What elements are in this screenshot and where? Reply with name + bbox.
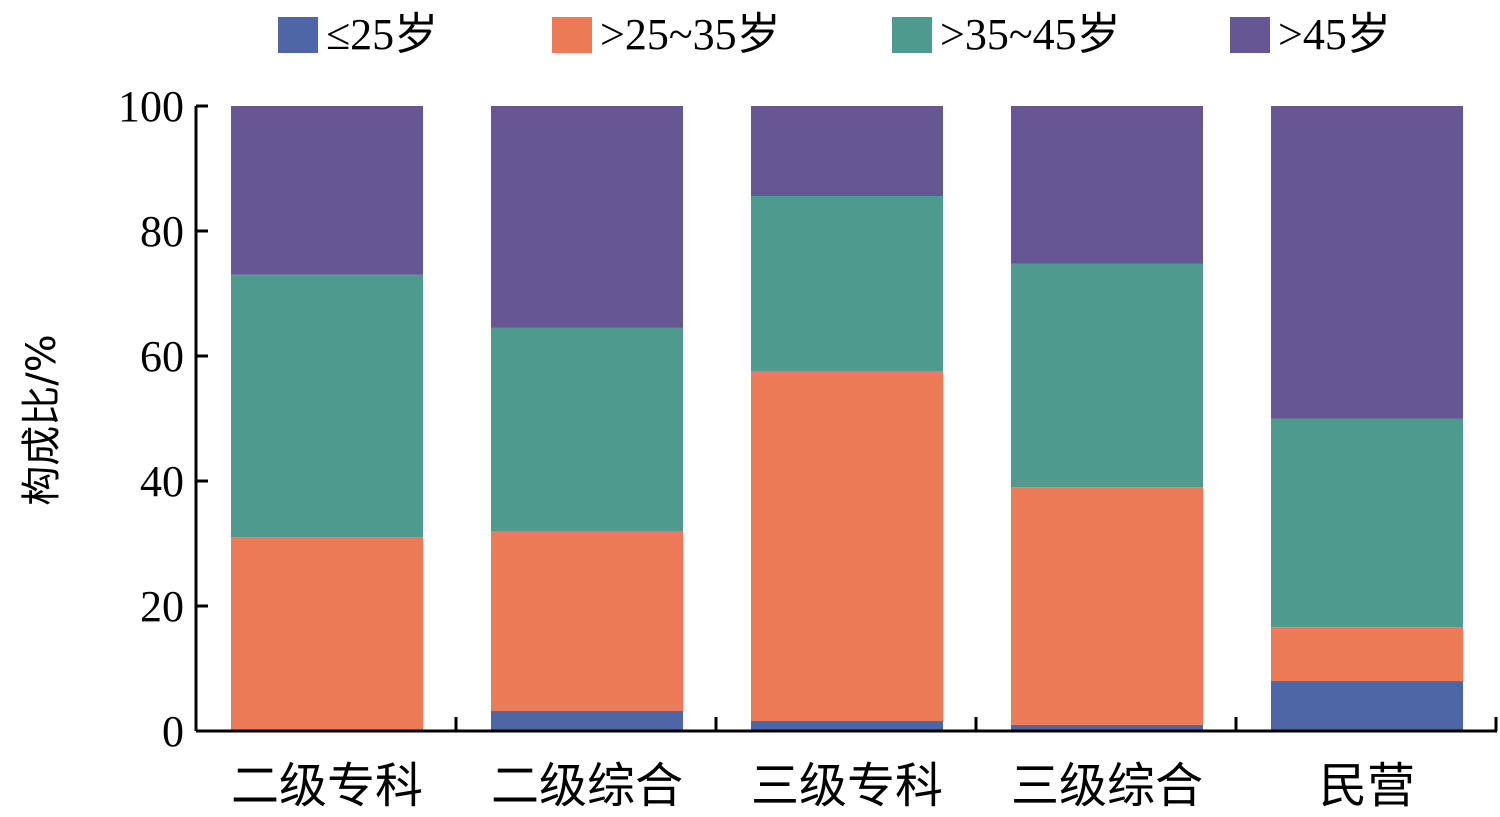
legend-swatch	[892, 17, 932, 53]
bar-segment	[751, 196, 943, 371]
y-tick-label: 60	[140, 332, 184, 381]
bar-segment	[1011, 106, 1203, 264]
legend-label: ≤25岁	[326, 10, 439, 59]
bar-segment	[231, 106, 423, 275]
bar-segment	[751, 106, 943, 196]
bar-segment	[1011, 487, 1203, 725]
legend-swatch	[278, 17, 318, 53]
bar-segment	[1271, 418, 1463, 628]
legend-item: ≤25岁	[278, 10, 438, 60]
bar-segment	[491, 531, 683, 711]
legend-item: >35~45岁	[892, 10, 1121, 60]
legend-label: >35~45岁	[940, 10, 1121, 59]
y-tick-label: 40	[140, 457, 184, 506]
bar-segment	[1271, 627, 1463, 682]
legend-item: >25~35岁	[552, 10, 781, 60]
x-tick-label: 三级综合	[1011, 758, 1203, 814]
bar-segment	[491, 711, 683, 731]
legend-label: >25~35岁	[600, 10, 781, 59]
y-tick-label: 80	[140, 207, 184, 256]
legend-swatch	[1230, 17, 1270, 53]
bar-segment	[751, 371, 943, 721]
x-tick-label: 二级综合	[491, 758, 683, 814]
bar-segment	[231, 274, 423, 538]
legend: ≤25岁 >25~35岁 >35~45岁 >45岁	[0, 10, 1500, 60]
bar-segment	[751, 721, 943, 731]
bar-segment	[491, 106, 683, 328]
bar-segment	[1011, 724, 1203, 732]
y-tick-label: 100	[118, 82, 184, 131]
x-tick-label: 二级专科	[231, 758, 423, 814]
x-tick-label: 三级专科	[751, 758, 943, 814]
x-tick-label: 民营	[1319, 758, 1415, 814]
bar-segment	[1271, 106, 1463, 419]
legend-swatch	[552, 17, 592, 53]
bar-segment	[1271, 681, 1463, 731]
legend-item: >45岁	[1230, 10, 1391, 60]
bar-segment	[491, 327, 683, 531]
y-tick-label: 0	[162, 707, 184, 756]
legend-label: >45岁	[1278, 10, 1391, 59]
bar-segment	[231, 537, 423, 732]
bar-segment	[1011, 263, 1203, 488]
y-tick-label: 20	[140, 582, 184, 631]
